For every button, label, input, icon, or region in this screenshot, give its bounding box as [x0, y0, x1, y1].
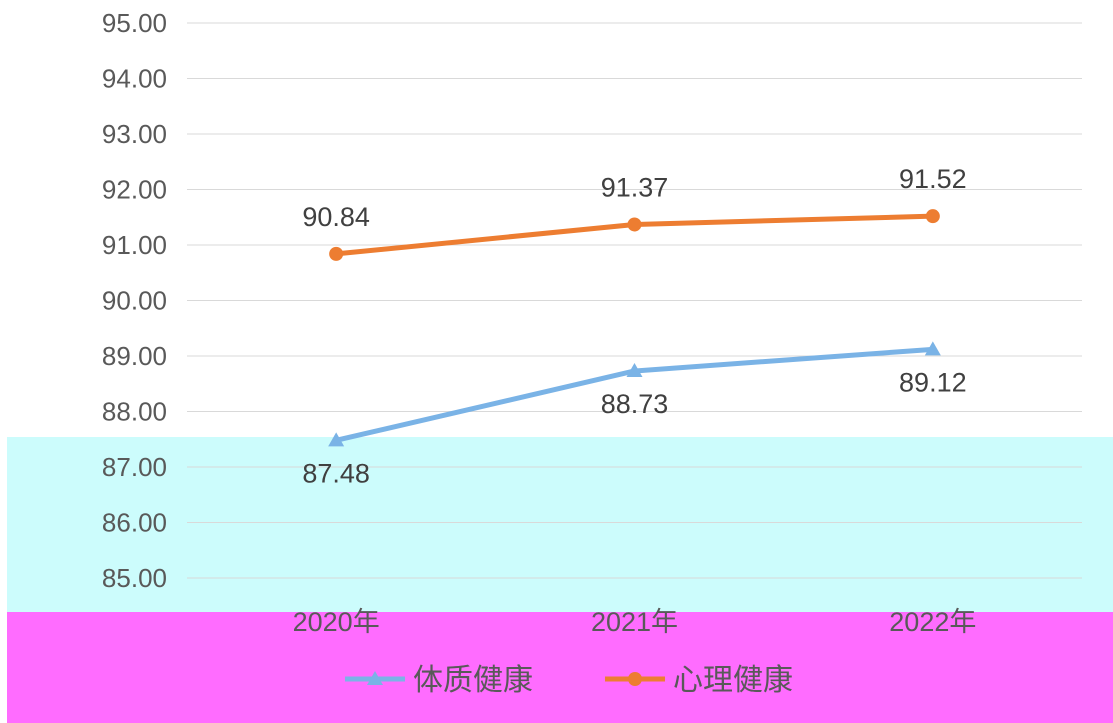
cyan-highlight-band — [7, 437, 1113, 623]
y-tick-label: 90.00 — [102, 286, 167, 316]
legend-marker — [367, 671, 383, 685]
data-label: 90.84 — [302, 202, 370, 232]
y-axis-ticks: 95.00 94.00 93.00 92.00 91.00 90.00 89.00 88.00… — [102, 8, 167, 593]
legend-label: 心理健康 — [673, 664, 793, 697]
x-tick-label: 2021年 — [591, 607, 678, 637]
data-label: 91.52 — [899, 164, 967, 194]
y-tick-label: 93.00 — [102, 119, 167, 149]
y-tick-label: 92.00 — [102, 175, 167, 205]
legend-label: 体质健康 — [413, 664, 533, 697]
legend-marker — [628, 672, 642, 686]
data-point-marker — [328, 432, 345, 447]
x-tick-label: 2020年 — [293, 607, 380, 637]
legend: 体质健康 心理健康 — [345, 664, 793, 697]
data-point-marker — [627, 217, 642, 232]
x-tick-label: 2022年 — [889, 607, 976, 637]
y-tick-label: 91.00 — [102, 230, 167, 260]
magenta-highlight-band — [7, 612, 1113, 723]
data-label: 89.12 — [899, 367, 967, 397]
data-labels: 87.48 88.73 89.12 90.84 91.37 91.52 — [302, 164, 966, 488]
y-tick-label: 89.00 — [102, 341, 167, 371]
data-point-marker — [626, 362, 643, 377]
data-label: 91.37 — [601, 172, 669, 202]
y-tick-label: 87.00 — [102, 452, 167, 482]
y-tick-label: 85.00 — [102, 563, 167, 593]
series-layer — [328, 209, 941, 447]
data-point-marker — [925, 209, 940, 224]
gridlines — [187, 22, 1082, 579]
y-tick-label: 88.00 — [102, 397, 167, 427]
y-tick-label: 86.00 — [102, 508, 167, 538]
data-point-marker — [329, 246, 344, 261]
y-tick-label: 95.00 — [102, 8, 167, 38]
y-tick-label: 94.00 — [102, 64, 167, 94]
highlight-bands — [7, 437, 1113, 723]
data-label: 88.73 — [601, 389, 669, 419]
x-axis-ticks: 2020年 2021年 2022年 — [293, 607, 977, 637]
data-point-marker — [924, 341, 941, 356]
data-label: 87.48 — [302, 458, 370, 488]
